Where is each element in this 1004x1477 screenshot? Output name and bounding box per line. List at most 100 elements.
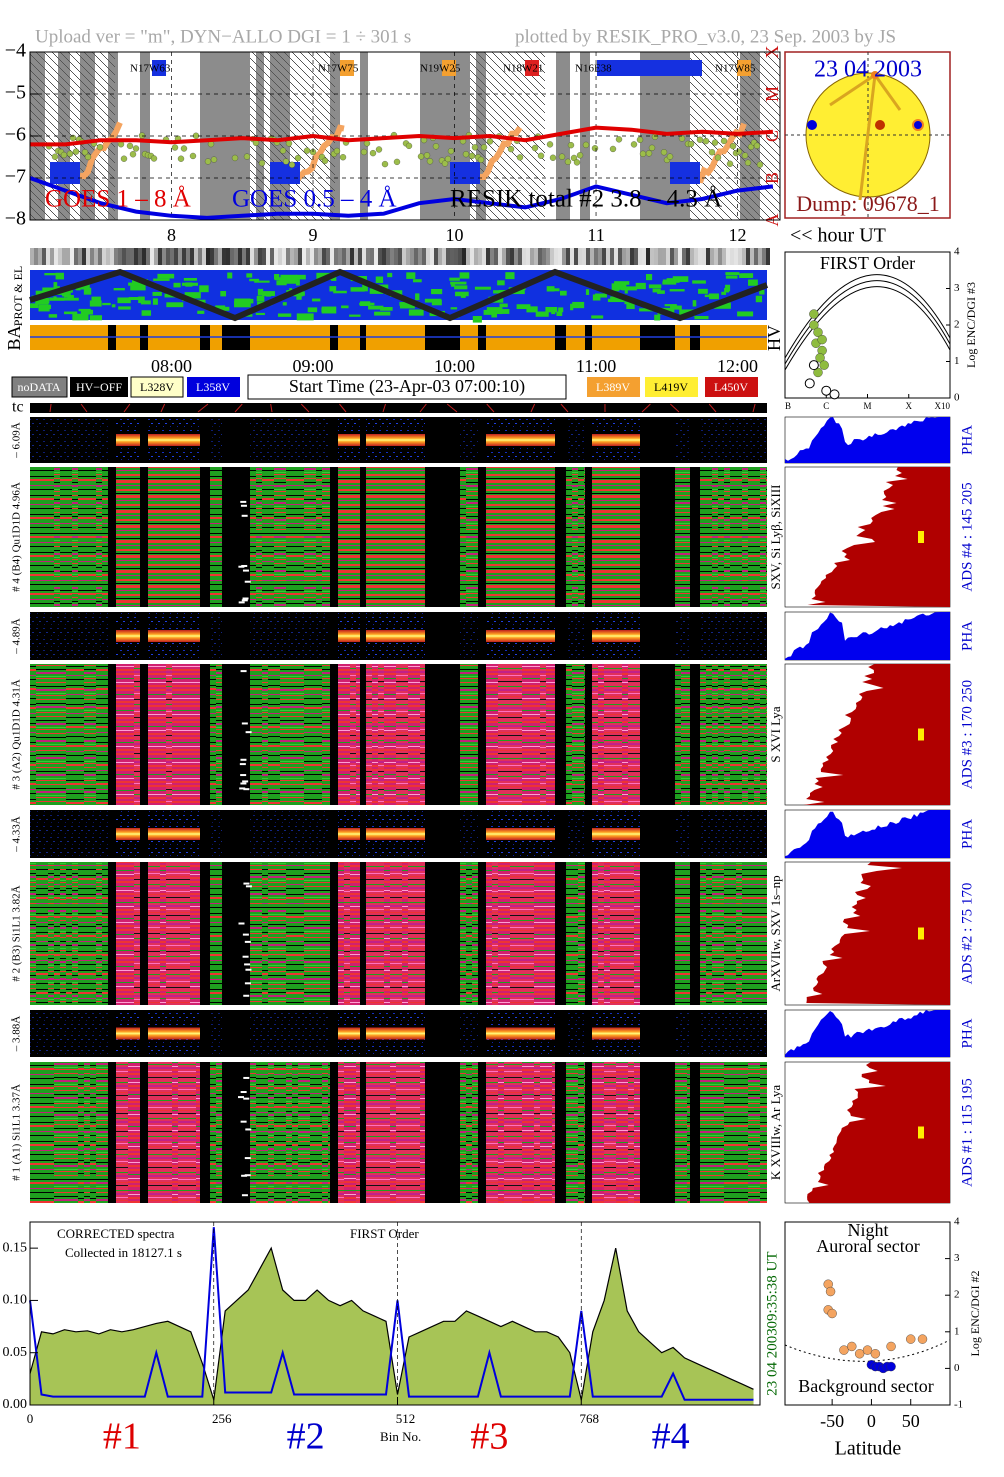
strip-cell (530, 248, 534, 265)
strip-cell (554, 248, 558, 265)
heatmap-cell (408, 1062, 414, 1203)
heatmap-cell (572, 862, 578, 1005)
strip-cell (542, 248, 546, 265)
heatmap-cell (256, 467, 262, 607)
tc-tick (300, 403, 310, 413)
heatmap-cell (522, 862, 528, 1005)
resik-dot (381, 160, 389, 168)
annotation: Collected in 18127.1 s (65, 1245, 182, 1260)
heatmap-cell (628, 664, 634, 805)
heatmap-cell (634, 1062, 640, 1203)
heatmap-cell (350, 1062, 356, 1203)
strip-blob (53, 282, 58, 289)
strip-blob (451, 283, 456, 287)
strip-cell (214, 248, 218, 265)
heatmap-cell (372, 1062, 378, 1203)
heatmap-noise (700, 810, 767, 858)
strip-blob (704, 294, 717, 298)
resik-dot (735, 148, 743, 155)
heatmap-cell (30, 1062, 36, 1203)
y-tick-label: −7 (5, 166, 26, 188)
strip-blob (38, 304, 52, 310)
strip-blob (639, 308, 656, 312)
heatmap-cell (48, 664, 54, 805)
strip-blob (213, 306, 230, 311)
strip-cell (698, 248, 702, 265)
heatmap-cell (274, 664, 280, 805)
heatmap-cell (350, 862, 356, 1005)
heatmap-cell (72, 862, 78, 1005)
resik-dot (567, 142, 575, 149)
strip-cell (722, 248, 726, 265)
heatmap-cell (402, 467, 408, 607)
heatmap-cell (510, 1062, 516, 1203)
strip-cell (206, 248, 210, 265)
night-band (360, 52, 368, 220)
strip-blob (698, 288, 708, 294)
strip-cell (342, 248, 346, 265)
heatmap-cell (378, 467, 384, 607)
resik-dot (96, 143, 104, 151)
heatmap-cell (498, 664, 504, 805)
heatmap-cell (718, 664, 724, 805)
pha-label: PHA (959, 425, 975, 455)
ads-shape (807, 1062, 950, 1203)
heatmap-cell (766, 467, 767, 607)
tc-tick (49, 403, 52, 413)
heatmap-cell (304, 1062, 310, 1203)
strip-blob (234, 298, 251, 306)
strip-blob (265, 292, 271, 297)
heatmap-cell (172, 862, 178, 1005)
heatmap-cell (196, 862, 200, 1005)
chart-subtitle: Auroral sector (816, 1236, 919, 1256)
strip-cell (170, 248, 174, 265)
strip-cell (190, 248, 194, 265)
strip-blob (255, 312, 265, 316)
strip-blob (153, 278, 170, 281)
strip-blob (460, 294, 466, 298)
heatmap-cell (328, 862, 330, 1005)
strip-blob (111, 304, 116, 308)
heatmap-cell (420, 467, 425, 607)
strip-cell (234, 248, 238, 265)
strip-blob (403, 305, 415, 309)
ads-label: ADS #4 : 145 205 (959, 482, 975, 591)
heatmap-cell (286, 1062, 292, 1203)
strip-cell (406, 248, 410, 265)
strip-cell (490, 248, 494, 265)
annotation: FIRST Order (350, 1226, 419, 1241)
resik-dot (72, 148, 80, 155)
strip-cell (678, 248, 682, 265)
legend-label: L450V (714, 380, 748, 394)
strip-cell (346, 248, 350, 265)
ads-label: ADS #1 : 115 195 (959, 1078, 975, 1187)
heatmap-cell (210, 862, 216, 1005)
resik-dot (171, 144, 179, 151)
tc-tick (270, 403, 273, 413)
strip-blob (666, 278, 681, 281)
heatmap-cell (256, 862, 262, 1005)
heatmap-cell (72, 467, 78, 607)
strip-cell (210, 248, 214, 265)
heatmap-cell (356, 1062, 360, 1203)
heatmap-flag (245, 885, 252, 888)
heatmap-cell (516, 467, 522, 607)
resik-trace (477, 125, 523, 180)
heatmap-cell (498, 467, 504, 607)
strip-cell (110, 248, 114, 265)
resik-dot (531, 144, 539, 152)
heatmap-cell (262, 664, 268, 805)
pha-label: PHA (959, 621, 975, 651)
heatmap-cell (466, 467, 472, 607)
strip-cell (46, 248, 50, 265)
y-tick-label: 2 (954, 319, 960, 331)
ads-label: ADS #2 : 75 170 (959, 883, 975, 985)
strip-blob (740, 273, 754, 278)
heatmap-cell (712, 862, 718, 1005)
heatmap-cell (760, 664, 766, 805)
point (847, 1341, 857, 1352)
heatmap-cell (534, 467, 540, 607)
heatmap-cell (298, 1062, 304, 1203)
heatmap-noise (250, 1010, 330, 1057)
heatmap-cell (298, 467, 304, 607)
